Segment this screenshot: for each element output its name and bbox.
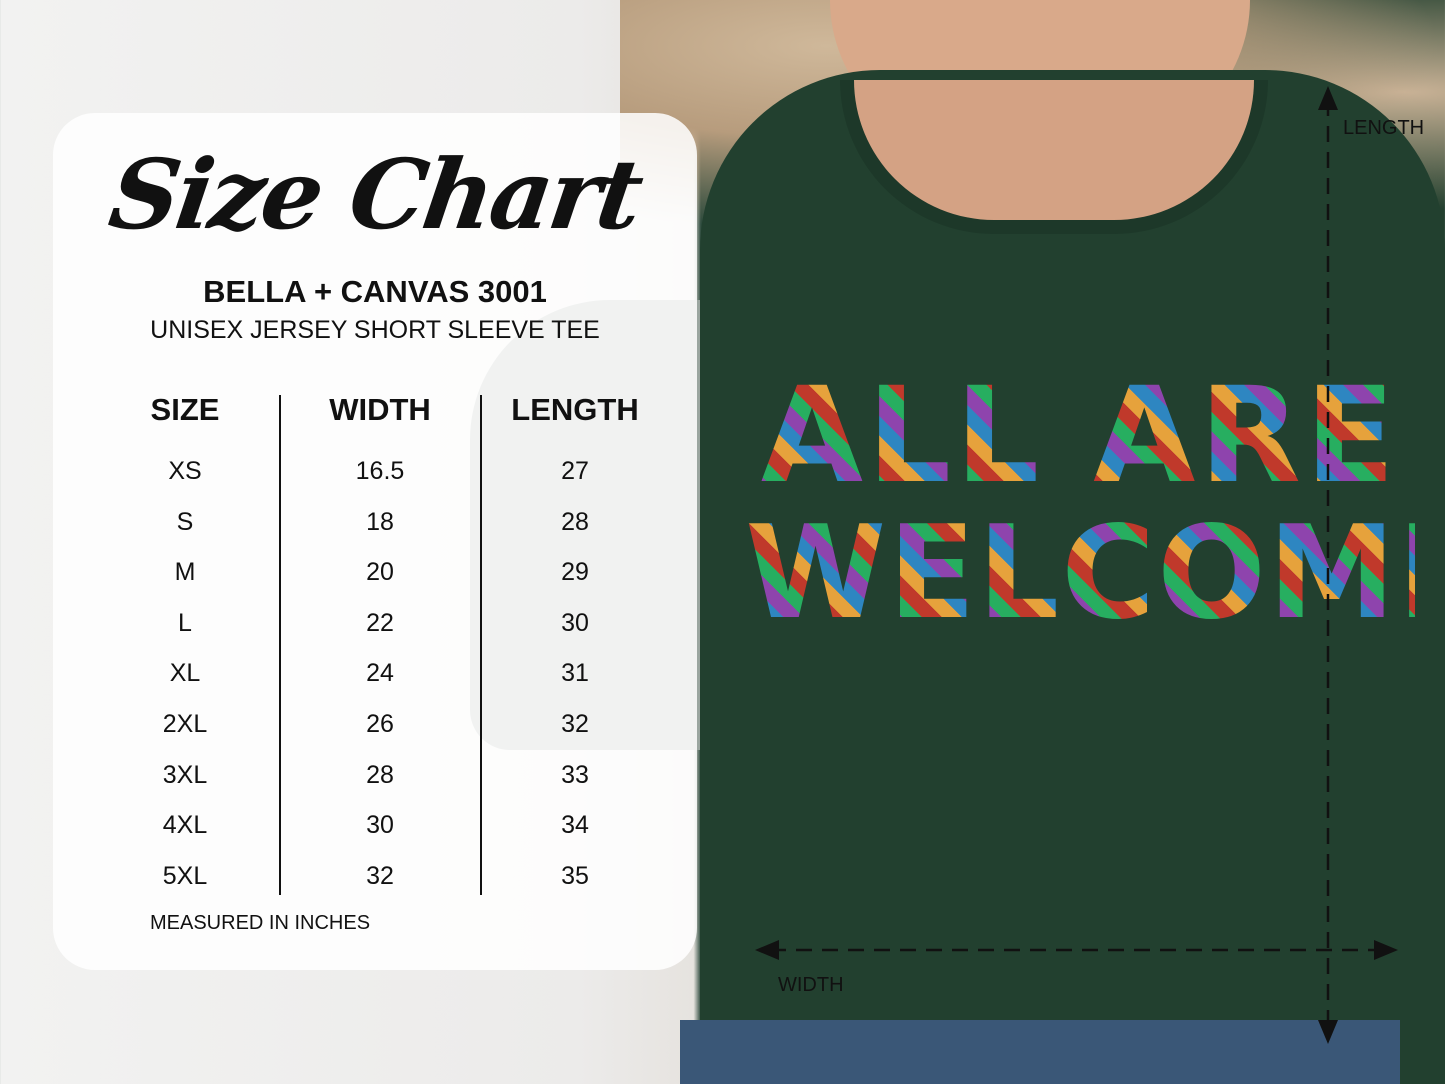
arrow-up-icon xyxy=(1318,86,1338,110)
size-cell: XS xyxy=(168,457,202,485)
size-cell: 5XL xyxy=(162,861,208,890)
size-chart-content: Size Chart BELLA + CANVAS 3001 UNISEX JE… xyxy=(53,0,697,1084)
length-cell: 28 xyxy=(561,507,589,536)
width-cell: 26 xyxy=(366,710,394,738)
size-cell: 2XL xyxy=(162,710,208,738)
width-cell: 28 xyxy=(366,760,394,789)
header-size: SIZE xyxy=(150,392,220,427)
brand-name: BELLA + CANVAS 3001 xyxy=(203,274,547,309)
shirt-body xyxy=(700,70,1445,1084)
size-chart-card xyxy=(53,113,697,970)
header-length: LENGTH xyxy=(511,392,639,427)
shirt-collar xyxy=(840,80,1268,234)
size-cell: L xyxy=(178,608,192,637)
length-cell: 31 xyxy=(561,659,589,688)
width-cell: 32 xyxy=(366,861,394,890)
length-cell: 32 xyxy=(561,710,589,738)
chart-title: Size Chart xyxy=(102,138,648,251)
jeans xyxy=(680,1020,1400,1084)
width-label: WIDTH xyxy=(778,974,844,996)
size-cell: XL xyxy=(169,659,201,688)
width-cell: 20 xyxy=(366,558,394,587)
header-width: WIDTH xyxy=(329,392,431,427)
size-cell: M xyxy=(174,558,196,587)
length-cell: 27 xyxy=(561,457,589,485)
size-cell: 4XL xyxy=(162,811,208,840)
measurement-note: MEASURED IN INCHES xyxy=(150,912,371,934)
length-cell: 30 xyxy=(561,608,589,637)
length-label: LENGTH xyxy=(1343,117,1425,139)
column-divider xyxy=(480,395,482,895)
column-divider xyxy=(279,395,281,895)
arrow-down-icon xyxy=(1318,1020,1338,1044)
length-cell: 34 xyxy=(561,811,589,840)
width-cell: 22 xyxy=(366,608,394,637)
length-cell: 33 xyxy=(561,760,589,789)
width-cell: 18 xyxy=(366,507,394,536)
length-cell: 29 xyxy=(561,558,589,587)
width-cell: 30 xyxy=(366,811,394,840)
size-cell: S xyxy=(176,507,194,536)
arrow-right-icon xyxy=(1374,940,1398,960)
width-cell: 16.5 xyxy=(355,457,405,485)
arrow-left-icon xyxy=(755,940,779,960)
product-name: UNISEX JERSEY SHORT SLEEVE TEE xyxy=(150,316,600,344)
length-cell: 35 xyxy=(561,861,589,890)
size-cell: 3XL xyxy=(162,760,208,789)
width-cell: 24 xyxy=(366,659,394,688)
